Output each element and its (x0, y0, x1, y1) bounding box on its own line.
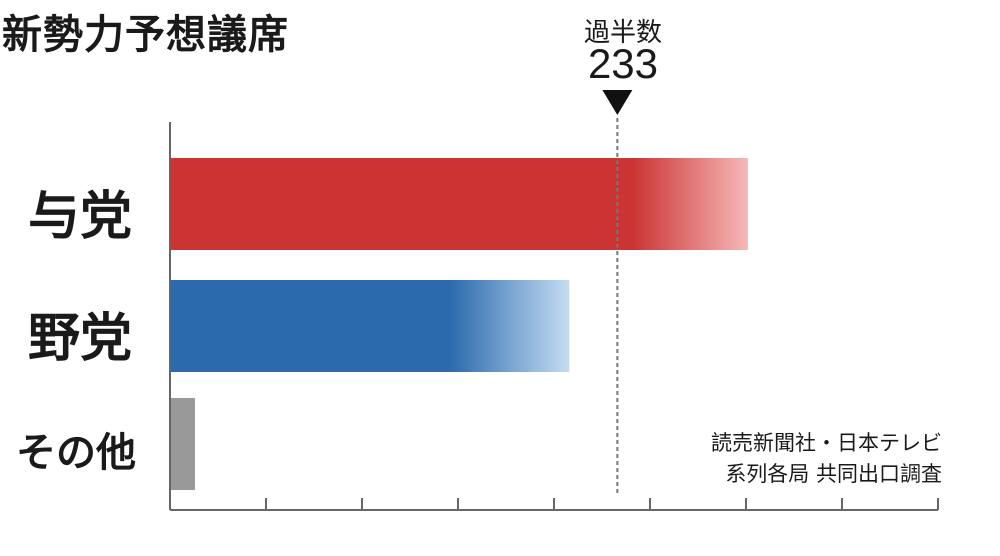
category-label-ruling: 与党 (28, 187, 133, 247)
majority-marker-icon (602, 90, 633, 115)
source-line-1: 読売新聞社・日本テレビ (711, 431, 942, 455)
chart-title: 新勢力予想議席 (2, 12, 289, 58)
category-label-other: その他 (16, 430, 136, 476)
majority-value: 233 (587, 40, 659, 87)
bar-ruling (170, 158, 748, 250)
majority-label: 過半数 (583, 18, 662, 48)
source-note: 読売新聞社・日本テレビ 系列各局 共同出口調査 (711, 428, 942, 490)
source-line-2: 系列各局 共同出口調査 (725, 462, 942, 486)
bar-other (170, 398, 195, 490)
bar-opposition (170, 280, 570, 372)
category-label-opposition: 野党 (28, 309, 133, 369)
